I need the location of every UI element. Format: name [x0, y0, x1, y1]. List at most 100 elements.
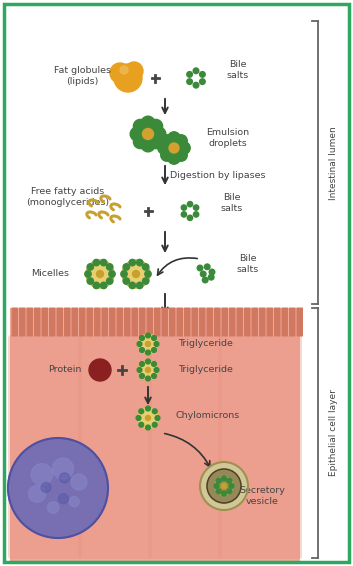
FancyBboxPatch shape	[259, 307, 265, 337]
FancyBboxPatch shape	[56, 307, 63, 337]
FancyBboxPatch shape	[26, 307, 33, 337]
Text: Protein: Protein	[48, 366, 82, 375]
Circle shape	[202, 277, 208, 283]
FancyBboxPatch shape	[267, 307, 273, 337]
Circle shape	[60, 473, 70, 483]
Circle shape	[122, 260, 150, 288]
Text: Triglyceride: Triglyceride	[179, 366, 233, 375]
FancyBboxPatch shape	[237, 307, 243, 337]
Circle shape	[120, 66, 128, 74]
Circle shape	[175, 149, 187, 161]
Circle shape	[141, 138, 155, 152]
FancyBboxPatch shape	[12, 307, 18, 337]
FancyBboxPatch shape	[79, 307, 85, 337]
FancyBboxPatch shape	[199, 307, 205, 337]
FancyBboxPatch shape	[86, 307, 93, 337]
Circle shape	[101, 282, 107, 289]
Circle shape	[227, 478, 232, 483]
Circle shape	[96, 271, 103, 277]
Circle shape	[87, 278, 94, 284]
Circle shape	[175, 135, 187, 147]
FancyBboxPatch shape	[94, 307, 101, 337]
Circle shape	[149, 119, 163, 133]
Circle shape	[109, 271, 115, 277]
Circle shape	[151, 336, 156, 340]
Circle shape	[151, 362, 156, 366]
Circle shape	[214, 483, 219, 488]
Circle shape	[145, 367, 150, 372]
Circle shape	[107, 278, 113, 284]
Text: Chylomicrons: Chylomicrons	[176, 411, 240, 421]
Circle shape	[145, 350, 150, 355]
Circle shape	[139, 374, 144, 379]
Circle shape	[41, 482, 51, 492]
Circle shape	[101, 259, 107, 266]
Circle shape	[59, 494, 68, 504]
FancyBboxPatch shape	[169, 307, 175, 337]
FancyBboxPatch shape	[10, 308, 300, 561]
Circle shape	[137, 342, 142, 346]
Circle shape	[69, 496, 79, 507]
Circle shape	[123, 264, 130, 270]
FancyBboxPatch shape	[184, 307, 191, 337]
FancyBboxPatch shape	[132, 307, 138, 337]
Circle shape	[155, 415, 160, 421]
Circle shape	[145, 415, 150, 421]
Circle shape	[181, 205, 187, 210]
Circle shape	[187, 79, 192, 84]
Circle shape	[52, 458, 73, 479]
Text: Triglyceride: Triglyceride	[179, 340, 233, 349]
Circle shape	[222, 476, 226, 481]
Circle shape	[181, 212, 187, 217]
FancyBboxPatch shape	[221, 307, 228, 337]
Circle shape	[154, 342, 159, 346]
Circle shape	[107, 264, 113, 270]
Circle shape	[123, 278, 130, 284]
Circle shape	[193, 212, 199, 217]
Circle shape	[161, 149, 173, 161]
FancyBboxPatch shape	[191, 307, 198, 337]
FancyBboxPatch shape	[8, 335, 82, 559]
Circle shape	[29, 486, 46, 503]
Circle shape	[47, 502, 59, 513]
Circle shape	[154, 367, 159, 372]
Text: Secretory
vesicle: Secretory vesicle	[239, 486, 285, 505]
FancyBboxPatch shape	[34, 307, 41, 337]
FancyBboxPatch shape	[19, 307, 25, 337]
Circle shape	[129, 282, 136, 289]
Circle shape	[139, 362, 144, 366]
Circle shape	[137, 282, 143, 289]
Circle shape	[178, 142, 190, 154]
Text: Fat globules
(lipids): Fat globules (lipids)	[54, 66, 110, 85]
Text: Intestinal lumen: Intestinal lumen	[329, 126, 339, 200]
Circle shape	[199, 72, 205, 77]
Circle shape	[133, 135, 147, 149]
Circle shape	[114, 64, 142, 92]
Circle shape	[110, 63, 130, 83]
Circle shape	[137, 259, 143, 266]
Circle shape	[229, 483, 234, 488]
FancyBboxPatch shape	[229, 307, 235, 337]
Circle shape	[208, 275, 214, 280]
Circle shape	[145, 271, 151, 277]
Circle shape	[216, 478, 221, 483]
Text: Bile
salts: Bile salts	[221, 194, 243, 213]
Circle shape	[93, 282, 100, 289]
Circle shape	[136, 415, 141, 421]
Circle shape	[152, 422, 157, 427]
FancyBboxPatch shape	[154, 307, 161, 337]
Circle shape	[204, 264, 210, 269]
Circle shape	[143, 264, 149, 270]
Text: Bile
salts: Bile salts	[227, 61, 249, 80]
Circle shape	[71, 474, 87, 490]
FancyBboxPatch shape	[64, 307, 71, 337]
Text: Epithelial cell layer: Epithelial cell layer	[329, 389, 339, 477]
FancyBboxPatch shape	[72, 307, 78, 337]
FancyBboxPatch shape	[207, 307, 213, 337]
FancyBboxPatch shape	[109, 307, 115, 337]
Circle shape	[138, 334, 158, 354]
Circle shape	[151, 348, 156, 353]
Circle shape	[221, 483, 227, 488]
Circle shape	[187, 72, 192, 77]
Circle shape	[152, 127, 166, 141]
